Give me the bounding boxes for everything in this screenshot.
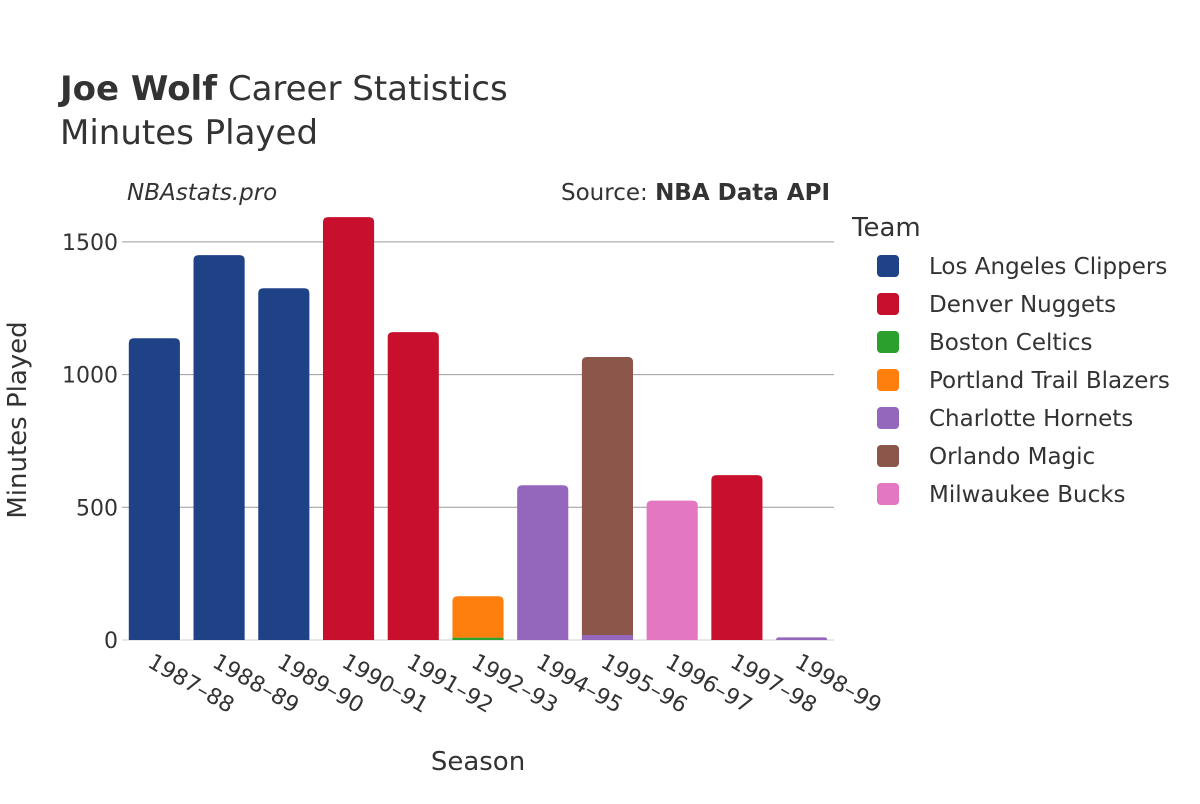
bar-segment (258, 288, 310, 640)
y-tick-label: 1000 (62, 364, 118, 389)
y-tick-labels: 0 500 1000 1500 (62, 231, 118, 654)
bar-segment (646, 500, 698, 640)
legend-item[interactable]: Los Angeles Clippers (877, 254, 1167, 280)
bar-segment (711, 475, 763, 640)
bar-segment (322, 217, 375, 640)
legend-swatch (877, 483, 899, 505)
bar-segment (452, 637, 504, 640)
source-prefix: Source: (561, 180, 655, 206)
legend-swatch (877, 407, 899, 429)
bar-segment (517, 485, 569, 640)
y-tick-label: 0 (104, 629, 118, 654)
legend-item[interactable]: Portland Trail Blazers (877, 368, 1170, 394)
legend-label: Portland Trail Blazers (929, 368, 1170, 394)
chart-title: Joe Wolf Career Statistics (58, 69, 508, 109)
bars-layer (128, 217, 828, 640)
legend-swatch (877, 369, 899, 391)
y-tick-label: 1500 (62, 231, 118, 256)
source-text: Source: NBA Data API (561, 180, 830, 206)
legend-item[interactable]: Charlotte Hornets (877, 406, 1133, 432)
source-name: NBA Data API (655, 180, 830, 206)
legend-swatch (877, 445, 899, 467)
legend-item[interactable]: Orlando Magic (877, 444, 1095, 470)
legend-item[interactable]: Milwaukee Bucks (877, 482, 1126, 508)
bar-segment (387, 332, 439, 640)
legend-label: Boston Celtics (929, 330, 1092, 356)
y-axis-title: Minutes Played (3, 321, 33, 518)
legend-label: Milwaukee Bucks (929, 482, 1126, 508)
watermark-text: NBAstats.pro (127, 180, 277, 206)
chart-subtitle: Minutes Played (60, 113, 318, 153)
legend-label: Orlando Magic (929, 444, 1095, 470)
legend-item[interactable]: Boston Celtics (877, 330, 1092, 356)
legend-swatch (877, 255, 899, 277)
legend-label: Charlotte Hornets (929, 406, 1133, 432)
bar-segment (128, 338, 180, 640)
legend-title: Team (851, 213, 921, 243)
bar-segment (581, 634, 634, 640)
bar-segment (193, 255, 245, 640)
x-tick-labels: 1987–881988–891989–901990–911991–921992–… (143, 650, 885, 719)
x-axis-title: Season (431, 747, 525, 777)
legend-label: Denver Nuggets (929, 292, 1116, 318)
chart-title-bold: Joe Wolf (58, 69, 218, 109)
bar-segment (452, 596, 504, 638)
y-tick-label: 500 (76, 496, 118, 521)
bar-segment (581, 357, 634, 635)
legend-swatch (877, 293, 899, 315)
legend-swatch (877, 331, 899, 353)
legend-item[interactable]: Denver Nuggets (877, 292, 1116, 318)
chart-title-rest: Career Statistics (217, 69, 508, 109)
legend: Los Angeles Clippers Denver Nuggets Boston… (877, 254, 1170, 508)
bar-segment (776, 637, 828, 640)
legend-label: Los Angeles Clippers (929, 254, 1167, 280)
